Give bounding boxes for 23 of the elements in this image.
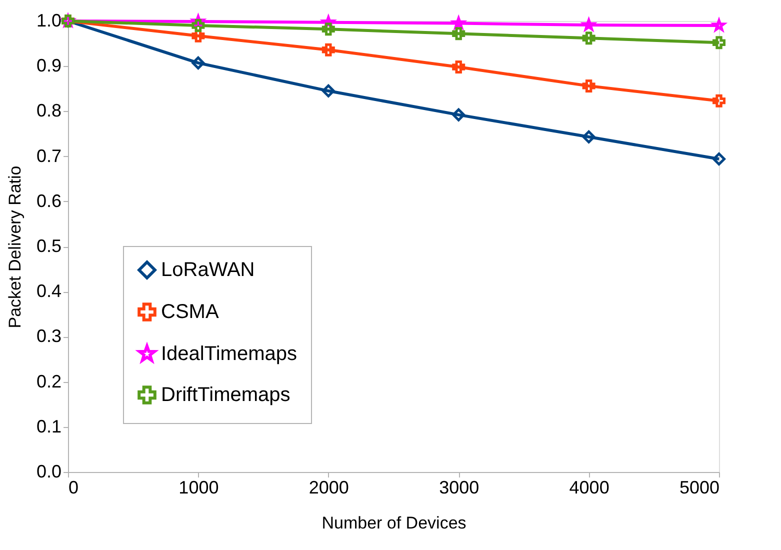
x-tick-label: 3000	[439, 478, 480, 498]
y-axis-title: Packet Delivery Ratio	[5, 166, 24, 328]
x-tick-label: 1000	[178, 478, 219, 498]
legend-label: DriftTimemaps	[161, 384, 290, 406]
y-tick-label: 0.6	[36, 190, 62, 211]
y-tick-label: 0.1	[36, 416, 62, 436]
y-tick-label: 0.3	[36, 326, 62, 346]
legend-label: IdealTimemaps	[161, 343, 297, 365]
y-tick-label: 0.0	[36, 462, 62, 482]
x-tick-label: 0	[68, 478, 79, 498]
x-tick-label: 4000	[569, 478, 610, 498]
y-tick-label: 1.0	[36, 10, 62, 30]
legend-label: CSMA	[161, 301, 220, 323]
x-axis-title: Number of Devices	[322, 514, 466, 532]
legend-label: LoRaWAN	[161, 259, 255, 281]
y-tick-label: 0.7	[36, 146, 62, 166]
x-tick-label: 2000	[308, 478, 349, 498]
y-tick-label: 0.4	[36, 281, 62, 302]
y-tick-label: 0.9	[36, 56, 62, 76]
y-tick-label: 0.2	[36, 371, 62, 392]
x-tick-label: 5000	[679, 478, 720, 498]
y-tick-label: 0.8	[36, 100, 62, 121]
y-tick-label: 0.5	[36, 236, 62, 256]
